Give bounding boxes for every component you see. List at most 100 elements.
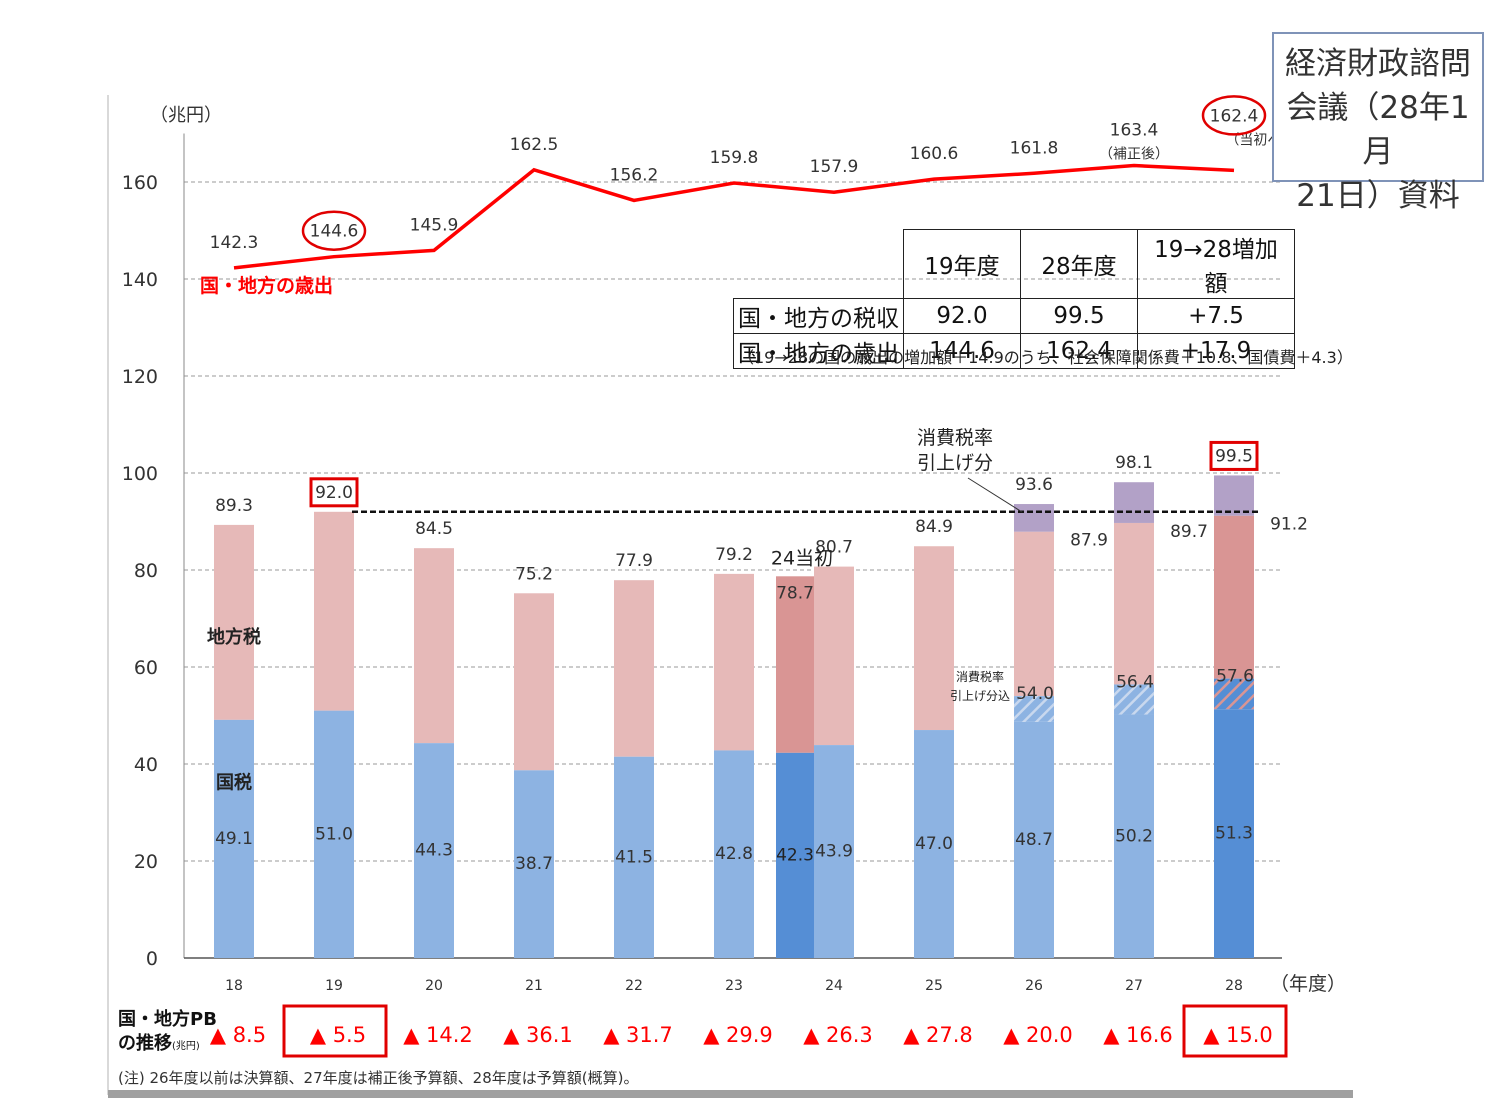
y-tick-label: 40 <box>134 754 158 776</box>
pb-value: ▲ 36.1 <box>503 1023 573 1047</box>
summary-cell: +7.5 <box>1137 298 1295 334</box>
expenditure-value-label: 159.8 <box>710 148 759 168</box>
bar-national-tax <box>914 730 954 958</box>
pb-value: ▲ 5.5 <box>310 1023 366 1047</box>
bar-total-label: 99.5 <box>1215 446 1253 466</box>
expenditure-value-label: 160.6 <box>910 144 959 164</box>
pb-value: ▲ 16.6 <box>1103 1023 1173 1047</box>
bar-national-tax <box>414 743 454 958</box>
source-note-box: 経済財政諮問 会議（28年1月 21日）資料 <box>1272 32 1484 214</box>
summary-table: 19年度 28年度 19→28増加額 国・地方の税収 92.0 99.5 +7.… <box>733 229 1295 369</box>
bar-total-label: 89.3 <box>215 496 253 516</box>
source-line-1: 経済財政諮問 <box>1285 46 1471 82</box>
pb-label-line-2-text: の推移 <box>118 1033 172 1054</box>
y-tick-label: 60 <box>134 657 158 679</box>
bar-hike-hatch <box>1114 684 1154 715</box>
bar-local-tax <box>814 566 854 746</box>
expenditure-value-label: 157.9 <box>810 157 859 177</box>
expenditure-highlight-circle <box>301 210 367 251</box>
summary-header-28: 28年度 <box>1020 229 1138 299</box>
bottom-bar <box>108 1090 1353 1098</box>
bar-national-tax <box>514 770 554 958</box>
y-tick-label: 20 <box>134 851 158 873</box>
bar-national-label: 47.0 <box>915 834 953 854</box>
bar-national-label: 44.3 <box>415 841 453 861</box>
expenditure-note-label: （補正後） <box>1099 147 1169 163</box>
summary-header-increase: 19→28増加額 <box>1137 229 1295 299</box>
summary-row-expenditure: 国・地方の歳出 144.6 162.4 +17.9 <box>733 333 1295 369</box>
bar-hike-hatch <box>1214 678 1254 710</box>
expenditure-value-label: 144.6 <box>310 222 359 242</box>
expenditure-series-label: 国・地方の歳出 <box>200 274 333 297</box>
summary-cell: 92.0 <box>903 298 1021 334</box>
revenue-highlight-box <box>1209 440 1259 471</box>
summary-row-revenue: 国・地方の税収 92.0 99.5 +7.5 <box>733 298 1295 334</box>
expenditure-line <box>233 163 1235 270</box>
pb-value: ▲ 15.0 <box>1203 1023 1273 1047</box>
bar-hike-hatch <box>1014 696 1054 722</box>
summary-corner-cell <box>733 229 904 299</box>
bar-national-label: 42.8 <box>715 844 753 864</box>
bar-hike-segment <box>1114 482 1154 523</box>
summary-cell: +17.9 <box>1137 333 1295 369</box>
bar-national-tax <box>1214 709 1254 958</box>
bar-national-tax <box>214 719 254 958</box>
bar-24-initial-total: 78.7 <box>776 583 814 603</box>
pb-value: ▲ 29.9 <box>703 1023 773 1047</box>
bar-national-label: 51.3 <box>1215 824 1253 844</box>
expenditure-value-label: 142.3 <box>210 233 259 253</box>
pb-label-line-2: の推移(兆円) <box>118 1032 217 1059</box>
hatch-top-label: 57.6 <box>1216 667 1254 687</box>
expenditure-value-label: 161.8 <box>1010 138 1059 158</box>
hatch-top-label: 54.0 <box>1016 684 1054 704</box>
bar-national-label: 50.2 <box>1115 826 1153 846</box>
bar-local-tax <box>1114 522 1154 685</box>
summary-row-label: 国・地方の歳出 <box>733 333 904 369</box>
expenditure-value-label: 156.2 <box>610 165 659 185</box>
bar-national-label: 43.9 <box>815 842 853 862</box>
x-tick-label: 22 <box>625 978 643 994</box>
source-line-2: 会議（28年1月 <box>1286 90 1470 170</box>
x-tick-label: 23 <box>725 978 743 994</box>
y-tick-label: 120 <box>122 366 158 388</box>
bar-national-label: 51.0 <box>315 824 353 844</box>
summary-header-19: 19年度 <box>903 229 1021 299</box>
pb-value: ▲ 31.7 <box>603 1023 673 1047</box>
x-tick-label: 20 <box>425 978 443 994</box>
pb-label-unit: (兆円) <box>172 1041 200 1052</box>
summary-cell: 99.5 <box>1020 298 1138 334</box>
bar-24-initial-label: 24当初 <box>771 547 833 569</box>
expenditure-value-label: 162.4 <box>1210 106 1259 126</box>
pb-label-line-1: 国・地方PB <box>118 1009 217 1030</box>
summary-note: （19→28の国の歳出の増加額＋14.9のうち、社会保障関係費＋10.8、国債費… <box>738 348 1353 367</box>
pb-highlight-box <box>1182 1004 1288 1058</box>
bar-hike-segment <box>1014 504 1054 532</box>
y-tick-label: 160 <box>122 172 158 194</box>
expenditure-highlight-circle <box>1201 95 1267 136</box>
left-border <box>107 95 109 1095</box>
x-tick-label: 25 <box>925 978 943 994</box>
bar-hike-segment <box>1214 475 1254 516</box>
x-unit-label: （年度） <box>1270 973 1346 995</box>
revenue-highlight-box <box>309 477 359 508</box>
y-unit-label: （兆円） <box>150 105 222 126</box>
summary-cell: 144.6 <box>903 333 1021 369</box>
excluding-hike-label: 87.9 <box>1070 531 1108 551</box>
pb-value: ▲ 27.8 <box>903 1023 973 1047</box>
bar-24-initial-national <box>776 752 814 958</box>
x-tick-label: 26 <box>1025 978 1043 994</box>
y-tick-label: 0 <box>146 948 158 970</box>
pb-value: ▲ 8.5 <box>210 1023 266 1047</box>
bar-total-label: 98.1 <box>1115 453 1153 473</box>
series-label-national: 国税 <box>216 771 252 793</box>
y-tick-label: 80 <box>134 560 158 582</box>
expenditure-value-label: 163.4 <box>1110 121 1159 141</box>
pb-highlight-box <box>282 1004 388 1058</box>
bar-local-tax <box>714 573 754 751</box>
y-tick-label: 140 <box>122 269 158 291</box>
bar-total-label: 75.2 <box>515 564 553 584</box>
x-tick-label: 21 <box>525 978 543 994</box>
bar-national-label: 49.1 <box>215 829 253 849</box>
excluding-hike-label: 91.2 <box>1270 515 1308 535</box>
expenditure-value-label: 145.9 <box>410 215 459 235</box>
